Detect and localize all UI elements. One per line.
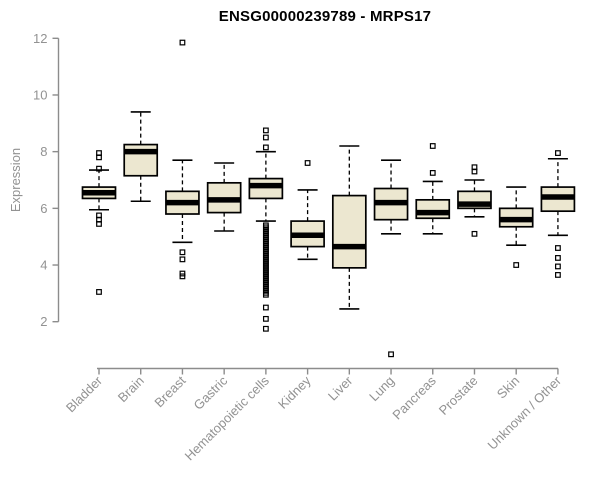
box-group-pancreas [415, 143, 451, 235]
outlier-point [262, 144, 269, 151]
outlier-point [96, 165, 102, 172]
outlier-point [304, 160, 311, 166]
box-group-kidney [290, 160, 325, 261]
y-tick-label: 8 [40, 144, 47, 159]
iqr-box [248, 177, 284, 200]
y-tick-label: 10 [33, 87, 47, 102]
box-group-prostate [457, 164, 492, 237]
x-axis-label-brain: Brain [115, 373, 147, 405]
outlier-point [96, 289, 102, 295]
outlier-point [96, 154, 102, 161]
y-axis-label: Expression [8, 147, 23, 213]
outlier-point [513, 262, 520, 268]
x-axis-label-liver: Liver [325, 373, 356, 404]
x-axis-label-pancreas: Pancreas [389, 373, 439, 423]
iqr-box [331, 194, 367, 269]
outlier-point [179, 39, 186, 46]
x-axis-label-lung: Lung [366, 373, 397, 404]
outlier-point [429, 143, 436, 149]
outlier-point [262, 134, 269, 141]
box-group-unknown-other [540, 150, 576, 278]
y-tick-label: 4 [40, 258, 47, 273]
y-axis: 2 4 6 8 10 12 [33, 31, 60, 329]
x-axis-label-kidney: Kidney [275, 373, 314, 412]
x-axis-label-skin: Skin [494, 373, 522, 401]
box-group-bladder [81, 150, 117, 295]
box-group-hematopoietic-cells [248, 127, 284, 332]
y-tick-label: 2 [40, 314, 47, 329]
outlier-point [555, 272, 561, 278]
y-tick-label: 6 [40, 201, 47, 216]
x-axis-label-bladder: Bladder [63, 373, 106, 416]
outlier-point [262, 304, 269, 311]
box-group-skin [498, 186, 534, 268]
chart-title: ENSG00000239789 - MRPS17 [218, 8, 432, 25]
outlier-point [555, 255, 561, 261]
outlier-point [262, 315, 269, 322]
outlier-point [388, 351, 394, 358]
outlier-point [555, 150, 561, 156]
x-axis-label-prostate: Prostate [436, 373, 481, 418]
x-axis-label-gastric: Gastric [191, 373, 231, 413]
outlier-point [179, 256, 186, 263]
box-group-lung [373, 159, 409, 358]
y-tick-label: 12 [33, 31, 47, 46]
x-axis-label-breast: Breast [151, 373, 188, 410]
outlier-point [262, 291, 269, 298]
box-group-liver [331, 145, 367, 310]
outlier-point [179, 249, 186, 256]
box-group-gastric [206, 162, 242, 232]
outlier-point [471, 168, 478, 175]
outlier-point [96, 221, 102, 227]
outlier-point [471, 230, 478, 237]
outlier-point [555, 245, 561, 251]
outlier-point [429, 170, 436, 176]
x-axis-label-unknown-other: Unknown / Other [484, 373, 564, 453]
box-group-brain [123, 111, 159, 203]
outlier-point [179, 273, 186, 280]
box-group-breast [165, 39, 200, 280]
outlier-point [262, 127, 269, 134]
iqr-box [415, 198, 451, 220]
outlier-point [262, 325, 269, 332]
outlier-point [555, 263, 561, 270]
